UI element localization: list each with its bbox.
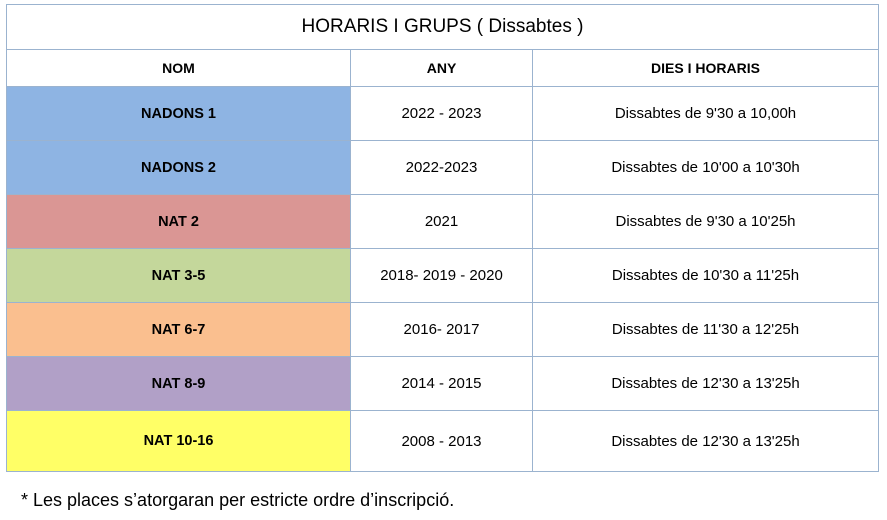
year-cell: 2016- 2017	[350, 302, 533, 357]
header-nom: NOM	[6, 49, 351, 87]
schedule-cell: Dissabtes de 11'30 a 12'25h	[532, 302, 879, 357]
footnote: * Les places s’atorgaran per estricte or…	[21, 490, 455, 510]
schedule-cell: Dissabtes de 9'30 a 10,00h	[532, 86, 879, 141]
table-row: NADONS 2 2022-2023 Dissabtes de 10'00 a …	[6, 140, 879, 195]
schedule-table: HORARIS I GRUPS ( Dissabtes ) NOM ANY DI…	[6, 4, 879, 472]
table-row: NAT 8-9 2014 - 2015 Dissabtes de 12'30 a…	[6, 356, 879, 411]
schedule-cell: Dissabtes de 10'30 a 11'25h	[532, 248, 879, 303]
table-title: HORARIS I GRUPS ( Dissabtes )	[6, 4, 879, 50]
group-name-cell: NADONS 1	[6, 86, 351, 141]
schedule-cell: Dissabtes de 12'30 a 13'25h	[532, 356, 879, 411]
header-dies-i-horaris: DIES I HORARIS	[532, 49, 879, 87]
table-row: NAT 2 2021 Dissabtes de 9'30 a 10'25h	[6, 194, 879, 249]
table-row: NADONS 1 2022 - 2023 Dissabtes de 9'30 a…	[6, 86, 879, 141]
group-name-cell: NAT 2	[6, 194, 351, 249]
table-row: NAT 3-5 2018- 2019 - 2020 Dissabtes de 1…	[6, 248, 879, 303]
year-cell: 2022 - 2023	[350, 86, 533, 141]
group-name-cell: NAT 10-16	[6, 410, 351, 472]
header-any: ANY	[350, 49, 533, 87]
group-name-cell: NAT 8-9	[6, 356, 351, 411]
group-name-cell: NAT 6-7	[6, 302, 351, 357]
year-cell: 2018- 2019 - 2020	[350, 248, 533, 303]
year-cell: 2014 - 2015	[350, 356, 533, 411]
table-row: NAT 6-7 2016- 2017 Dissabtes de 11'30 a …	[6, 302, 879, 357]
schedule-cell: Dissabtes de 10'00 a 10'30h	[532, 140, 879, 195]
year-cell: 2021	[350, 194, 533, 249]
schedule-cell: Dissabtes de 12'30 a 13'25h	[532, 410, 879, 472]
year-cell: 2008 - 2013	[350, 410, 533, 472]
group-name-cell: NAT 3-5	[6, 248, 351, 303]
group-name-cell: NADONS 2	[6, 140, 351, 195]
schedule-cell: Dissabtes de 9'30 a 10'25h	[532, 194, 879, 249]
year-cell: 2022-2023	[350, 140, 533, 195]
table-row: NAT 10-16 2008 - 2013 Dissabtes de 12'30…	[6, 410, 879, 472]
